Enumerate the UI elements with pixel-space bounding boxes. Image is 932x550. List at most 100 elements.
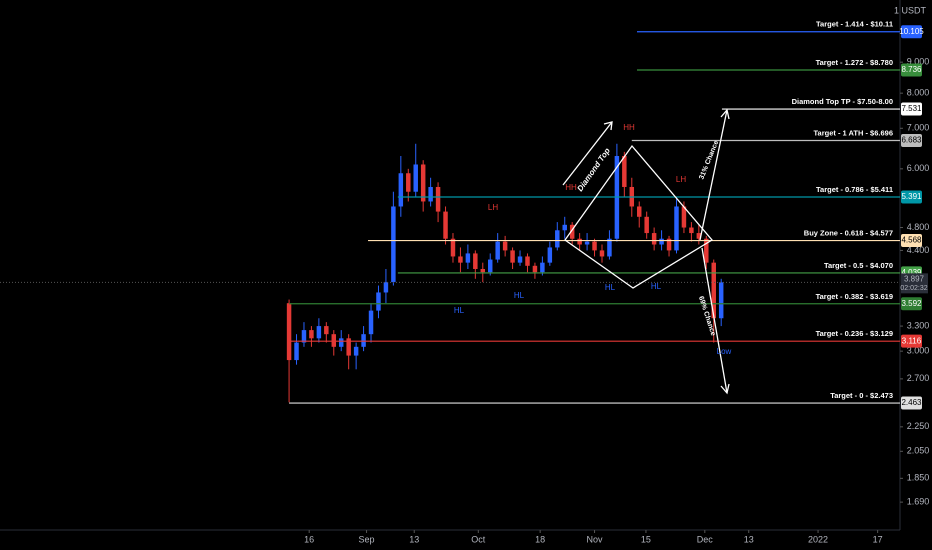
candle-body bbox=[353, 346, 359, 356]
candle-body bbox=[659, 238, 664, 245]
y-tick-label: 6.000 bbox=[907, 163, 930, 173]
candle-body bbox=[577, 238, 582, 245]
price-badge-label: 3.592 bbox=[901, 299, 922, 308]
candle-body bbox=[704, 238, 709, 263]
candle-body bbox=[458, 256, 463, 263]
x-tick-label: 17 bbox=[873, 534, 883, 544]
candle-body bbox=[465, 253, 471, 263]
candle-body bbox=[666, 238, 672, 251]
x-tick-label: 2022 bbox=[808, 534, 828, 544]
price-badge bbox=[901, 190, 922, 204]
candle-body bbox=[324, 326, 329, 335]
candle-body bbox=[569, 224, 575, 239]
level-label: Target - 0.5 - $4.070 bbox=[824, 261, 893, 270]
candle-body bbox=[487, 259, 493, 273]
diamond-shape bbox=[564, 144, 713, 289]
price-badge bbox=[901, 396, 922, 410]
candle-body bbox=[428, 186, 433, 202]
candle-body bbox=[413, 164, 418, 192]
annotation: HH bbox=[623, 123, 635, 132]
candle-body bbox=[540, 262, 545, 273]
candle-body bbox=[644, 216, 649, 234]
price-badge-label: 6.683 bbox=[901, 136, 922, 145]
candle-body bbox=[368, 310, 374, 335]
price-badge-label: 4.039 bbox=[901, 268, 922, 277]
annotation: HH bbox=[565, 183, 577, 192]
candle-body bbox=[674, 206, 679, 251]
x-tick-label: 13 bbox=[744, 534, 754, 544]
annotation: LH bbox=[488, 203, 498, 212]
price-badge-label: 3.116 bbox=[902, 336, 922, 345]
candle-body bbox=[711, 262, 716, 319]
unit-label: 1 USDT bbox=[894, 5, 927, 15]
candle-body bbox=[286, 303, 292, 361]
arrow bbox=[701, 247, 728, 394]
x-tick-label: 16 bbox=[304, 534, 314, 544]
annotation: HL bbox=[651, 282, 662, 291]
price-badge-label: 8.736 bbox=[901, 65, 922, 74]
candle-body bbox=[301, 330, 307, 343]
price-badge bbox=[901, 25, 922, 39]
y-tick-label: 2.250 bbox=[907, 421, 930, 431]
x-tick-label: Sep bbox=[359, 534, 375, 544]
y-tick-label: 7.000 bbox=[907, 123, 930, 133]
level-label: Target - 0.382 - $3.619 bbox=[816, 292, 893, 301]
candle-body bbox=[562, 224, 567, 231]
arrow bbox=[562, 121, 613, 186]
candle-body bbox=[607, 238, 612, 257]
candle-body bbox=[435, 186, 441, 212]
candle-body bbox=[637, 206, 642, 217]
candle-body bbox=[651, 233, 657, 245]
countdown-label: 02:02:32 bbox=[900, 285, 927, 292]
candle-body bbox=[718, 282, 724, 319]
arrow-head bbox=[720, 108, 730, 120]
pattern-drawing bbox=[562, 108, 730, 395]
candle-body bbox=[547, 247, 553, 263]
price-badge bbox=[901, 297, 922, 311]
candle-body bbox=[294, 342, 299, 361]
candle-body bbox=[316, 326, 322, 339]
level-label: Target - 0 - $2.473 bbox=[830, 391, 893, 400]
candle-body bbox=[443, 211, 448, 239]
level-label: Buy Zone - 0.618 - $4.577 bbox=[804, 229, 893, 238]
price-badge bbox=[901, 102, 922, 116]
candle-body bbox=[473, 253, 478, 269]
candle-body bbox=[622, 155, 627, 187]
level-label: Target - 1 ATH - $6.696 bbox=[814, 128, 893, 137]
y-tick-label: 2.050 bbox=[907, 446, 930, 456]
marks: 1.690 1.850 2.050 2.250 2.700 3.000 3.300 4.400… bbox=[0, 20, 930, 544]
price-badge-label: 7.531 bbox=[901, 104, 922, 113]
y-tick-label: 1.690 bbox=[907, 496, 930, 506]
y-tick-label: 3.300 bbox=[907, 320, 930, 330]
candle-body bbox=[502, 241, 508, 251]
annotation: HL bbox=[605, 283, 616, 292]
candle-body bbox=[406, 173, 411, 192]
price-badge bbox=[901, 63, 922, 77]
annotation: HL bbox=[514, 291, 525, 300]
current-price-label: 3.897 bbox=[904, 274, 925, 283]
price-badge bbox=[901, 334, 922, 348]
annotation: Low bbox=[717, 347, 732, 356]
candle-body bbox=[517, 256, 523, 263]
x-tick-label: 13 bbox=[409, 534, 419, 544]
level-label: Target - 1.272 - $8.780 bbox=[816, 58, 893, 67]
arrow bbox=[699, 109, 728, 241]
x-tick-label: 15 bbox=[641, 534, 651, 544]
candle-body bbox=[383, 282, 389, 293]
candle-body bbox=[309, 330, 314, 339]
candle-body bbox=[696, 233, 702, 239]
y-tick-label: 3.000 bbox=[907, 346, 930, 356]
price-badge-label: 10.105 bbox=[899, 27, 924, 36]
y-tick-label: 1.850 bbox=[907, 473, 930, 483]
candle-body bbox=[420, 164, 426, 202]
y-tick-label: 9.000 bbox=[907, 57, 930, 67]
arrow-head bbox=[603, 121, 613, 131]
level-label: Target - 0.236 - $3.129 bbox=[816, 329, 893, 338]
price-badge bbox=[901, 234, 922, 248]
candle-body bbox=[555, 230, 560, 248]
candle-body bbox=[338, 338, 344, 347]
y-tick-label: 4.400 bbox=[907, 245, 930, 255]
candle-body bbox=[510, 250, 515, 263]
